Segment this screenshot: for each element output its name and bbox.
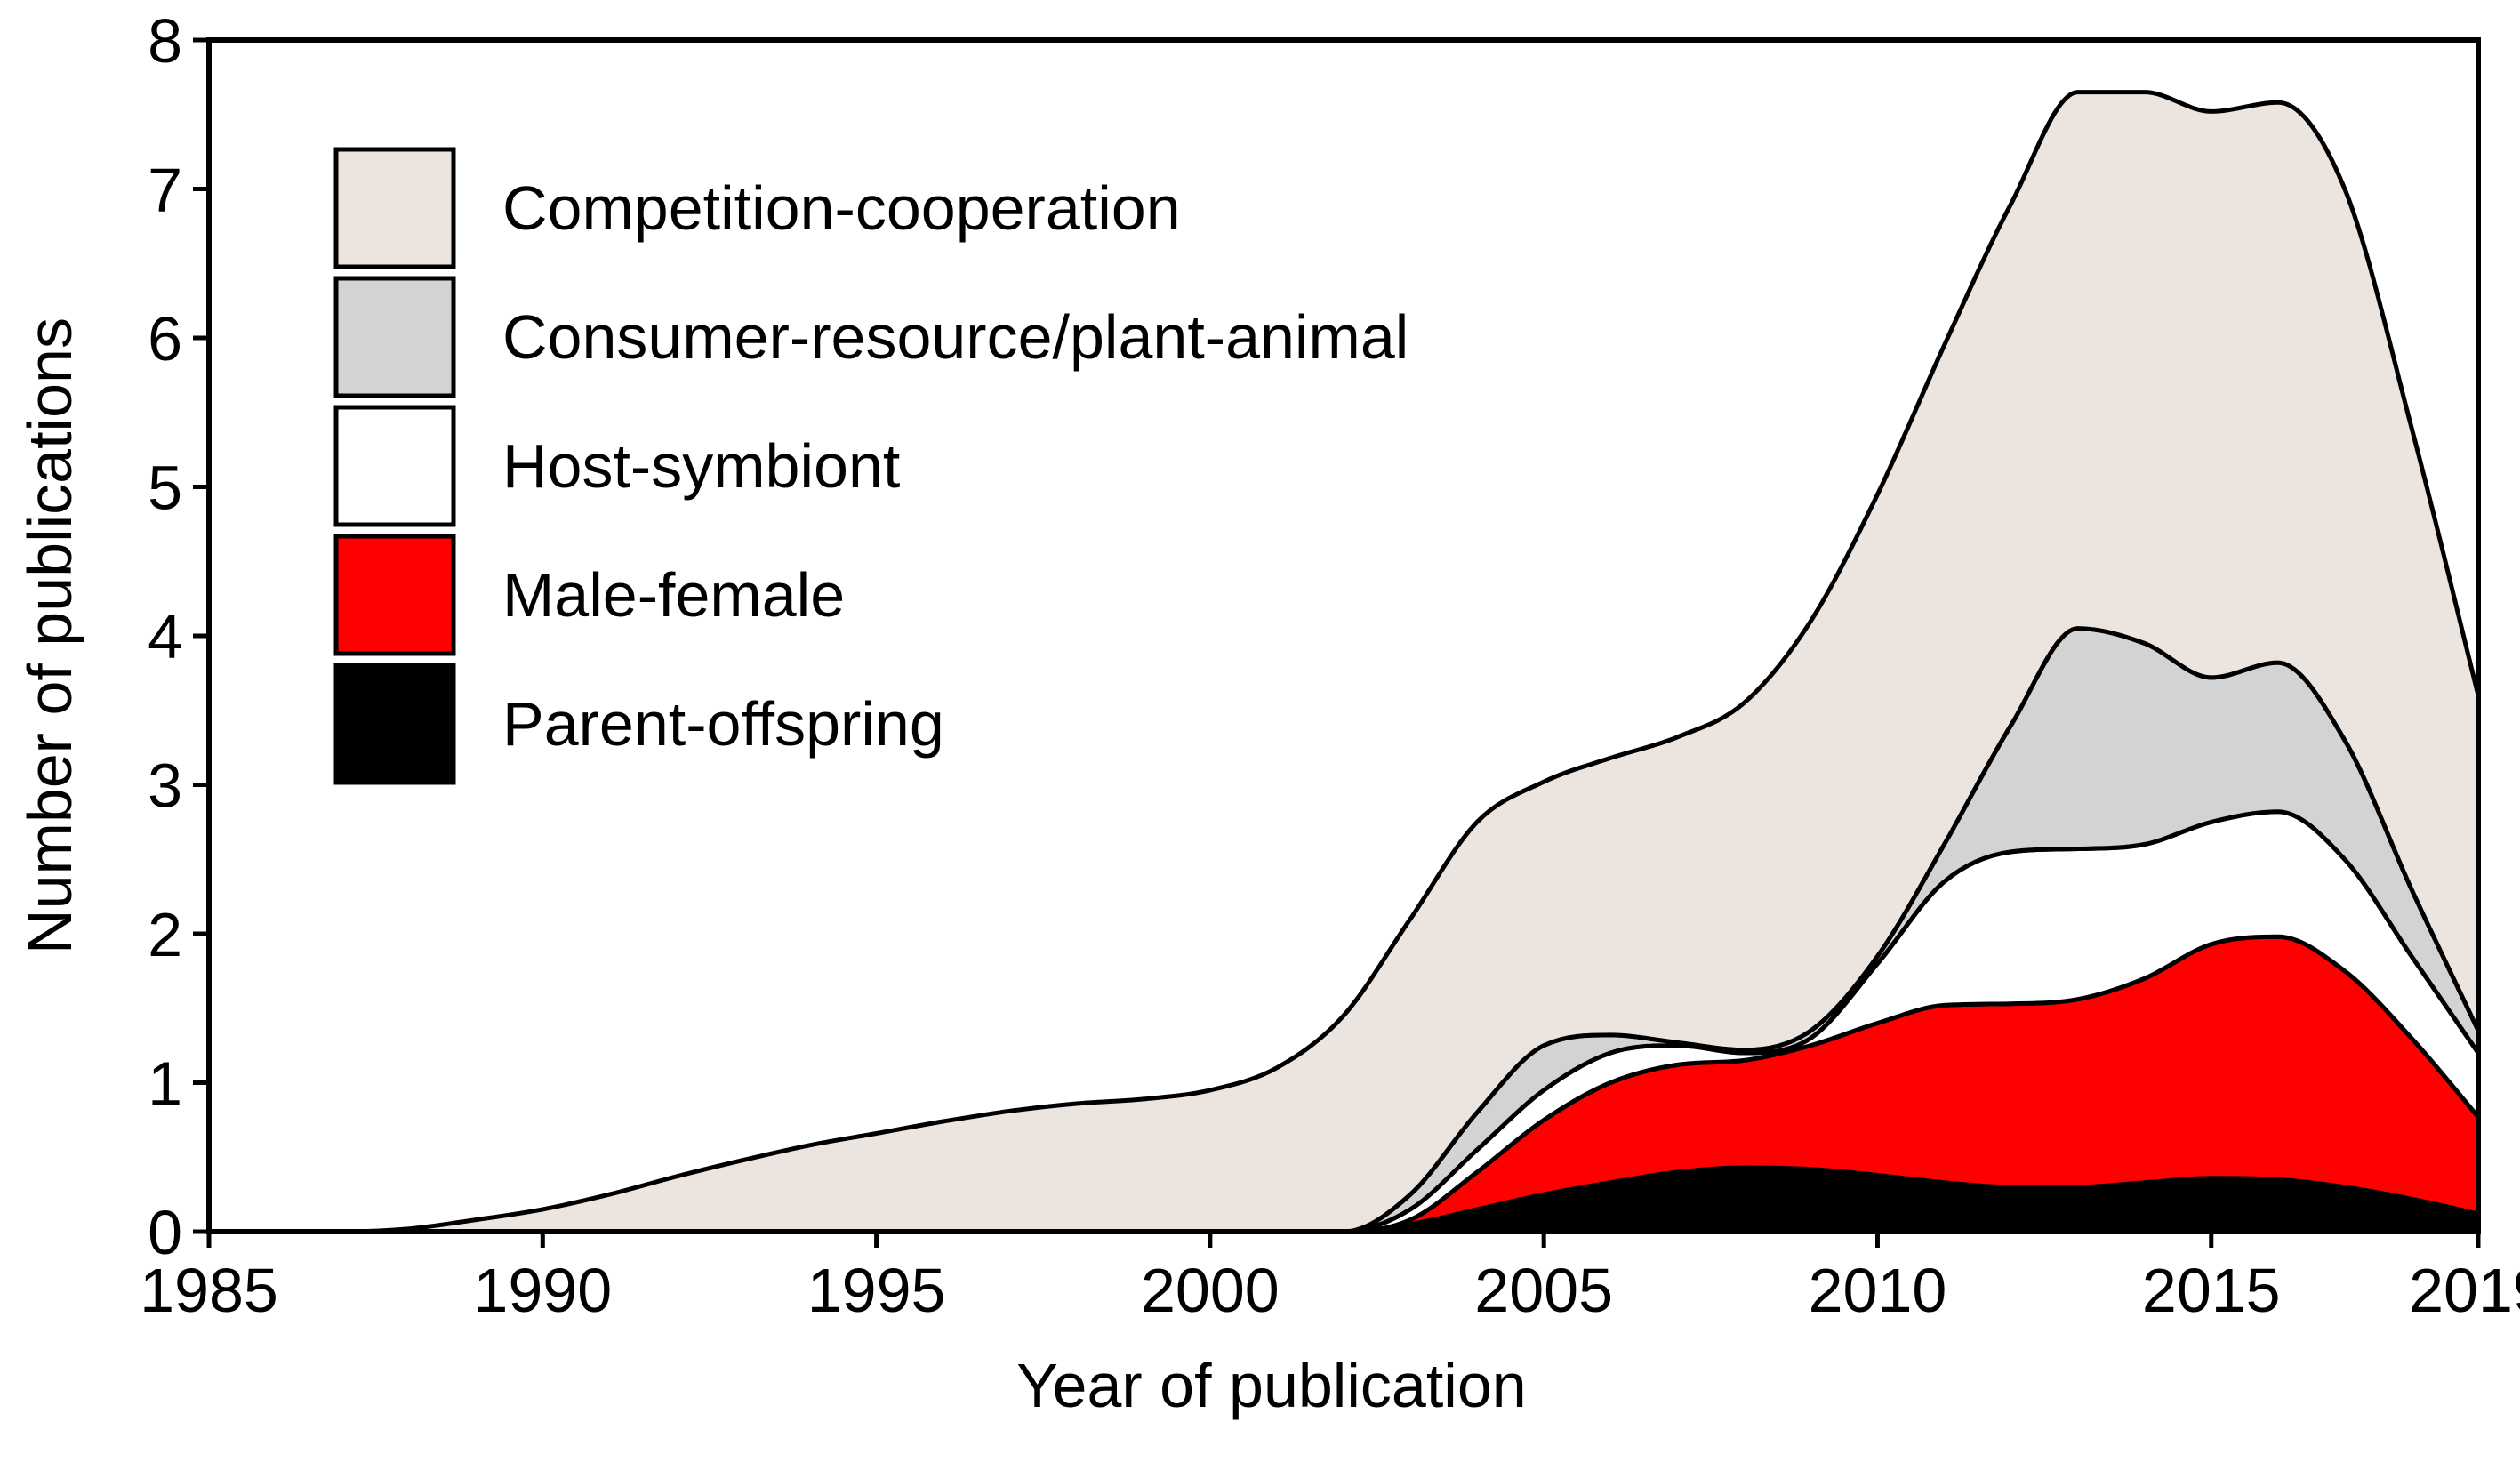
y-tick-label: 6	[148, 304, 182, 374]
legend-label: Host-symbiont	[502, 431, 900, 501]
legend-label: Consumer-resource/plant-animal	[502, 302, 1408, 372]
legend-swatch	[333, 147, 456, 269]
x-tick-label: 1985	[140, 1256, 278, 1325]
x-tick-label: 2019	[2409, 1256, 2520, 1325]
legend-swatch	[333, 534, 456, 656]
x-tick-label: 2000	[1141, 1256, 1280, 1325]
x-axis-title: Year of publication	[1016, 1351, 1526, 1420]
legend-label: Competition-cooperation	[502, 173, 1181, 243]
y-tick-label: 2	[148, 900, 182, 969]
y-tick-label: 8	[148, 6, 182, 76]
y-tick-label: 4	[148, 602, 182, 671]
x-tick-label: 1995	[807, 1256, 946, 1325]
legend-label: Parent-offspring	[502, 689, 944, 759]
y-tick-label: 1	[148, 1049, 182, 1119]
legend-swatch	[333, 405, 456, 527]
x-tick-label: 1990	[473, 1256, 612, 1325]
y-tick-label: 0	[148, 1198, 182, 1267]
x-tick-label: 2005	[1474, 1256, 1613, 1325]
legend-label: Male-female	[502, 560, 845, 630]
x-tick-label: 2010	[1809, 1256, 1947, 1325]
y-tick-label: 3	[148, 751, 182, 821]
legend-swatch	[333, 663, 456, 785]
y-tick-label: 7	[148, 156, 182, 225]
y-axis-title: Number of publications	[15, 317, 84, 954]
y-tick-label: 5	[148, 454, 182, 523]
x-tick-label: 2015	[2142, 1256, 2281, 1325]
legend-swatch	[333, 276, 456, 398]
